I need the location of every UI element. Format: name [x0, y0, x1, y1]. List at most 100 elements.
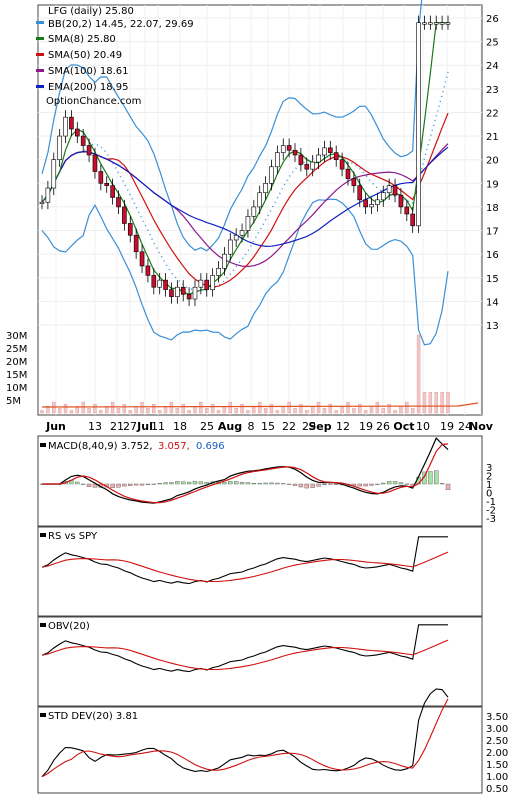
macd-hist-bar: [181, 481, 186, 485]
bb-middle-line: [41, 71, 449, 292]
candle-body: [69, 116, 74, 130]
macd-hist-bar: [369, 483, 374, 486]
volume-bar: [81, 401, 85, 414]
x-tick-label: Oct: [393, 420, 414, 433]
candle-body: [263, 183, 268, 194]
macd-tick-label: -1: [486, 497, 496, 508]
volume-bar: [169, 401, 174, 414]
candle-body: [351, 178, 357, 186]
volume-bar: [40, 410, 44, 414]
volume-bar: [346, 401, 350, 414]
stddev-label: STD DEV(20) 3.81: [48, 711, 138, 722]
volume-bar: [446, 392, 450, 414]
candle-body: [392, 185, 398, 196]
price-tick-label: 17: [486, 227, 499, 238]
price-tick-label: 21: [486, 132, 499, 143]
macd-hist-bar: [381, 482, 386, 485]
macd-hist-bar: [145, 483, 151, 485]
volume-bar: [334, 410, 338, 414]
volume-bar: [152, 403, 156, 414]
stddev-line: [41, 688, 449, 778]
macd-hist-bar: [86, 483, 92, 487]
obv-line: [41, 624, 448, 673]
macd-hist-bar: [163, 482, 168, 485]
volume-bar: [322, 408, 327, 414]
volume-bar: [63, 403, 68, 414]
x-tick-label: Aug: [218, 420, 242, 433]
macd-hist-bar: [363, 483, 368, 487]
volume-bar: [205, 408, 209, 414]
macd-hist-bar: [334, 483, 339, 485]
sma50-line: [41, 112, 449, 288]
obv-swatch: [40, 623, 46, 627]
candle-body: [192, 286, 198, 300]
rs-line: [41, 536, 448, 585]
x-tick-label: 21: [110, 420, 124, 433]
volume-bar: [310, 406, 315, 414]
candle-body: [380, 192, 386, 201]
candle-body: [133, 234, 139, 253]
bb-lower-line: [41, 198, 449, 346]
candle-body: [98, 171, 104, 184]
macd-hist-bar: [204, 482, 209, 485]
macd-hist-bar: [239, 482, 245, 485]
volume-bar: [381, 408, 385, 414]
price-tick-label: 18: [486, 203, 499, 214]
candle-body: [122, 206, 127, 224]
volume-bar: [428, 392, 433, 414]
candle-body: [339, 159, 345, 170]
macd-hist-bar: [316, 483, 321, 487]
macd-hist-bar: [286, 483, 292, 485]
volume-bar: [422, 392, 427, 414]
macd-hist-bar: [445, 483, 451, 490]
candle-body: [404, 206, 410, 215]
candle-body: [80, 135, 86, 146]
macd-hist-bar: [375, 483, 380, 485]
stddev-tick-label: 3.00: [486, 724, 508, 735]
rs-panel-frame: [37, 526, 483, 617]
volume-bar: [269, 403, 274, 414]
x-tick-label: 24: [458, 420, 472, 433]
candle-body: [275, 152, 280, 168]
volume-bar: [69, 410, 74, 414]
volume-bar: [258, 401, 262, 414]
legend-sma100: SMA(100) 18.61: [48, 66, 129, 77]
volume-bar: [99, 410, 103, 414]
macd-hist-bar: [128, 483, 133, 486]
legend-ema200: EMA(200) 18.95: [48, 82, 128, 93]
ticker-title: LFG (daily) 25.80: [48, 6, 134, 17]
volume-tick-label: 10M: [6, 383, 27, 394]
volume-tick-label: 5M: [6, 396, 21, 407]
ema200-line: [41, 146, 449, 248]
x-tick-label: 29: [302, 420, 316, 433]
macd-hist-bar: [110, 483, 115, 488]
rs-avg-line: [41, 551, 449, 583]
macd-tick-label: 2: [486, 472, 492, 483]
volume-bar: [87, 408, 91, 414]
macd-hist-bar: [392, 481, 398, 485]
candle-body: [45, 187, 51, 203]
grid-lines: [38, 5, 482, 415]
volume-bar: [175, 408, 180, 414]
volume-bar: [116, 408, 121, 414]
x-tick-label: 26: [376, 420, 390, 433]
macd-hist-bar: [92, 483, 98, 488]
candle-body: [127, 223, 133, 236]
candle-body: [357, 185, 363, 201]
macd-hist-bar: [139, 483, 145, 486]
volume-bar: [263, 408, 268, 414]
candle-body: [163, 279, 168, 290]
legend-swatch-sma50: [36, 53, 44, 56]
candle-body: [222, 253, 227, 269]
candle-body: [316, 154, 321, 163]
macd-hist-bar: [386, 481, 392, 485]
volume-bar: [57, 408, 62, 414]
candle-body: [439, 22, 445, 25]
candle-body: [86, 145, 92, 156]
volume-bar: [287, 401, 291, 414]
macd-hist-bar: [304, 483, 309, 489]
candle-body: [375, 199, 380, 205]
volume-bar: [187, 410, 191, 414]
